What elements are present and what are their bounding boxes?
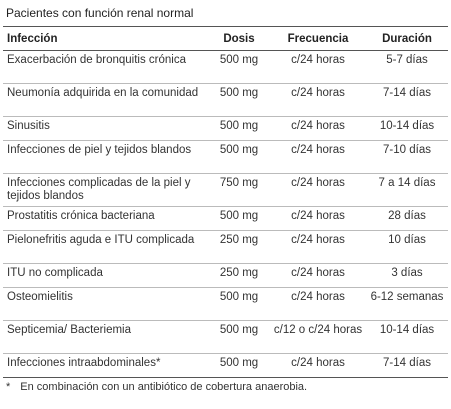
table-cell: 7 a 14 días: [366, 173, 448, 207]
rule: [3, 26, 448, 27]
footnote: * En combinación con un antibiótico de co…: [6, 381, 307, 393]
column-header: Infección: [3, 28, 208, 51]
table-cell: 500 mg: [208, 83, 270, 117]
table-cell: 500 mg: [208, 206, 270, 231]
header-row: Infección Dosis Frecuencia Duración: [3, 28, 448, 51]
footnote-marker: *: [6, 381, 11, 393]
table-cell: 7-14 días: [366, 353, 448, 378]
table-cell: 3 días: [366, 263, 448, 288]
table-row: Pielonefritis aguda e ITU complicada 250 …: [3, 230, 448, 264]
table-row: Infecciones intraabdominales* 500 mg c/24 …: [3, 353, 448, 378]
dosage-table: Infección Dosis Frecuencia Duración Exacerb…: [3, 28, 448, 378]
table-cell: c/24 horas: [270, 83, 366, 117]
table-row: Septicemia/ Bacteriemia 500 mg c/12 o c/24…: [3, 320, 448, 354]
table-row: Infecciones de piel y tejidos blandos 500…: [3, 140, 448, 174]
table-cell: 500 mg: [208, 50, 270, 84]
table-cell: 28 días: [366, 206, 448, 231]
table-row: Exacerbación de bronquitis crónica 500 mg…: [3, 50, 448, 84]
table-cell: Infecciones complicadas de la piel y tej…: [3, 173, 208, 207]
table-cell: 7-14 días: [366, 83, 448, 117]
table-cell: 750 mg: [208, 173, 270, 207]
table-row: Neumonía adquirida en la comunidad 500 mg…: [3, 83, 448, 117]
table-cell: c/24 horas: [270, 353, 366, 378]
table-cell: 250 mg: [208, 263, 270, 288]
table-row: ITU no complicada 250 mg c/24 horas 3 días: [3, 263, 448, 288]
table-row: Osteomielitis 500 mg c/24 horas 6-12 semana…: [3, 287, 448, 321]
table-cell: 500 mg: [208, 320, 270, 354]
table-cell: 10-14 días: [366, 320, 448, 354]
column-header: Duración: [366, 28, 448, 51]
table-cell: 500 mg: [208, 116, 270, 141]
table-cell: Infecciones de piel y tejidos blandos: [3, 140, 208, 174]
table-cell: Neumonía adquirida en la comunidad: [3, 83, 208, 117]
table-row: Sinusitis 500 mg c/24 horas 10-14 días: [3, 116, 448, 141]
table-cell: c/24 horas: [270, 116, 366, 141]
table-row: Infecciones complicadas de la piel y tej…: [3, 173, 448, 207]
table-cell: Sinusitis: [3, 116, 208, 141]
column-header: Frecuencia: [270, 28, 366, 51]
table-cell: 5-7 días: [366, 50, 448, 84]
table-cell: Prostatitis crónica bacteriana: [3, 206, 208, 231]
footnote-text: En combinación con un antibiótico de cob…: [20, 381, 308, 393]
table-cell: c/24 horas: [270, 173, 366, 207]
table-cell: Osteomielitis: [3, 287, 208, 321]
table-cell: c/24 horas: [270, 287, 366, 321]
table-cell: c/24 horas: [270, 263, 366, 288]
table-cell: Septicemia/ Bacteriemia: [3, 320, 208, 354]
column-header: Dosis: [208, 28, 270, 51]
table-title: Pacientes con función renal normal: [6, 6, 194, 20]
table-cell: Infecciones intraabdominales*: [3, 353, 208, 378]
table-cell: Pielonefritis aguda e ITU complicada: [3, 230, 208, 264]
table-cell: 250 mg: [208, 230, 270, 264]
table-body: Exacerbación de bronquitis crónica 500 mg…: [3, 50, 448, 378]
table-cell: c/24 horas: [270, 206, 366, 231]
table-cell: 10 días: [366, 230, 448, 264]
table-cell: 10-14 días: [366, 116, 448, 141]
table-cell: c/24 horas: [270, 230, 366, 264]
table-row: Prostatitis crónica bacteriana 500 mg c/24…: [3, 206, 448, 231]
table-cell: 7-10 días: [366, 140, 448, 174]
table-cell: c/24 horas: [270, 50, 366, 84]
table-cell: 500 mg: [208, 287, 270, 321]
table-cell: c/24 horas: [270, 140, 366, 174]
table-cell: Exacerbación de bronquitis crónica: [3, 50, 208, 84]
table-cell: 500 mg: [208, 140, 270, 174]
table-cell: 6-12 semanas: [366, 287, 448, 321]
table-cell: 500 mg: [208, 353, 270, 378]
table-cell: c/12 o c/24 horas: [270, 320, 366, 354]
table-cell: ITU no complicada: [3, 263, 208, 288]
